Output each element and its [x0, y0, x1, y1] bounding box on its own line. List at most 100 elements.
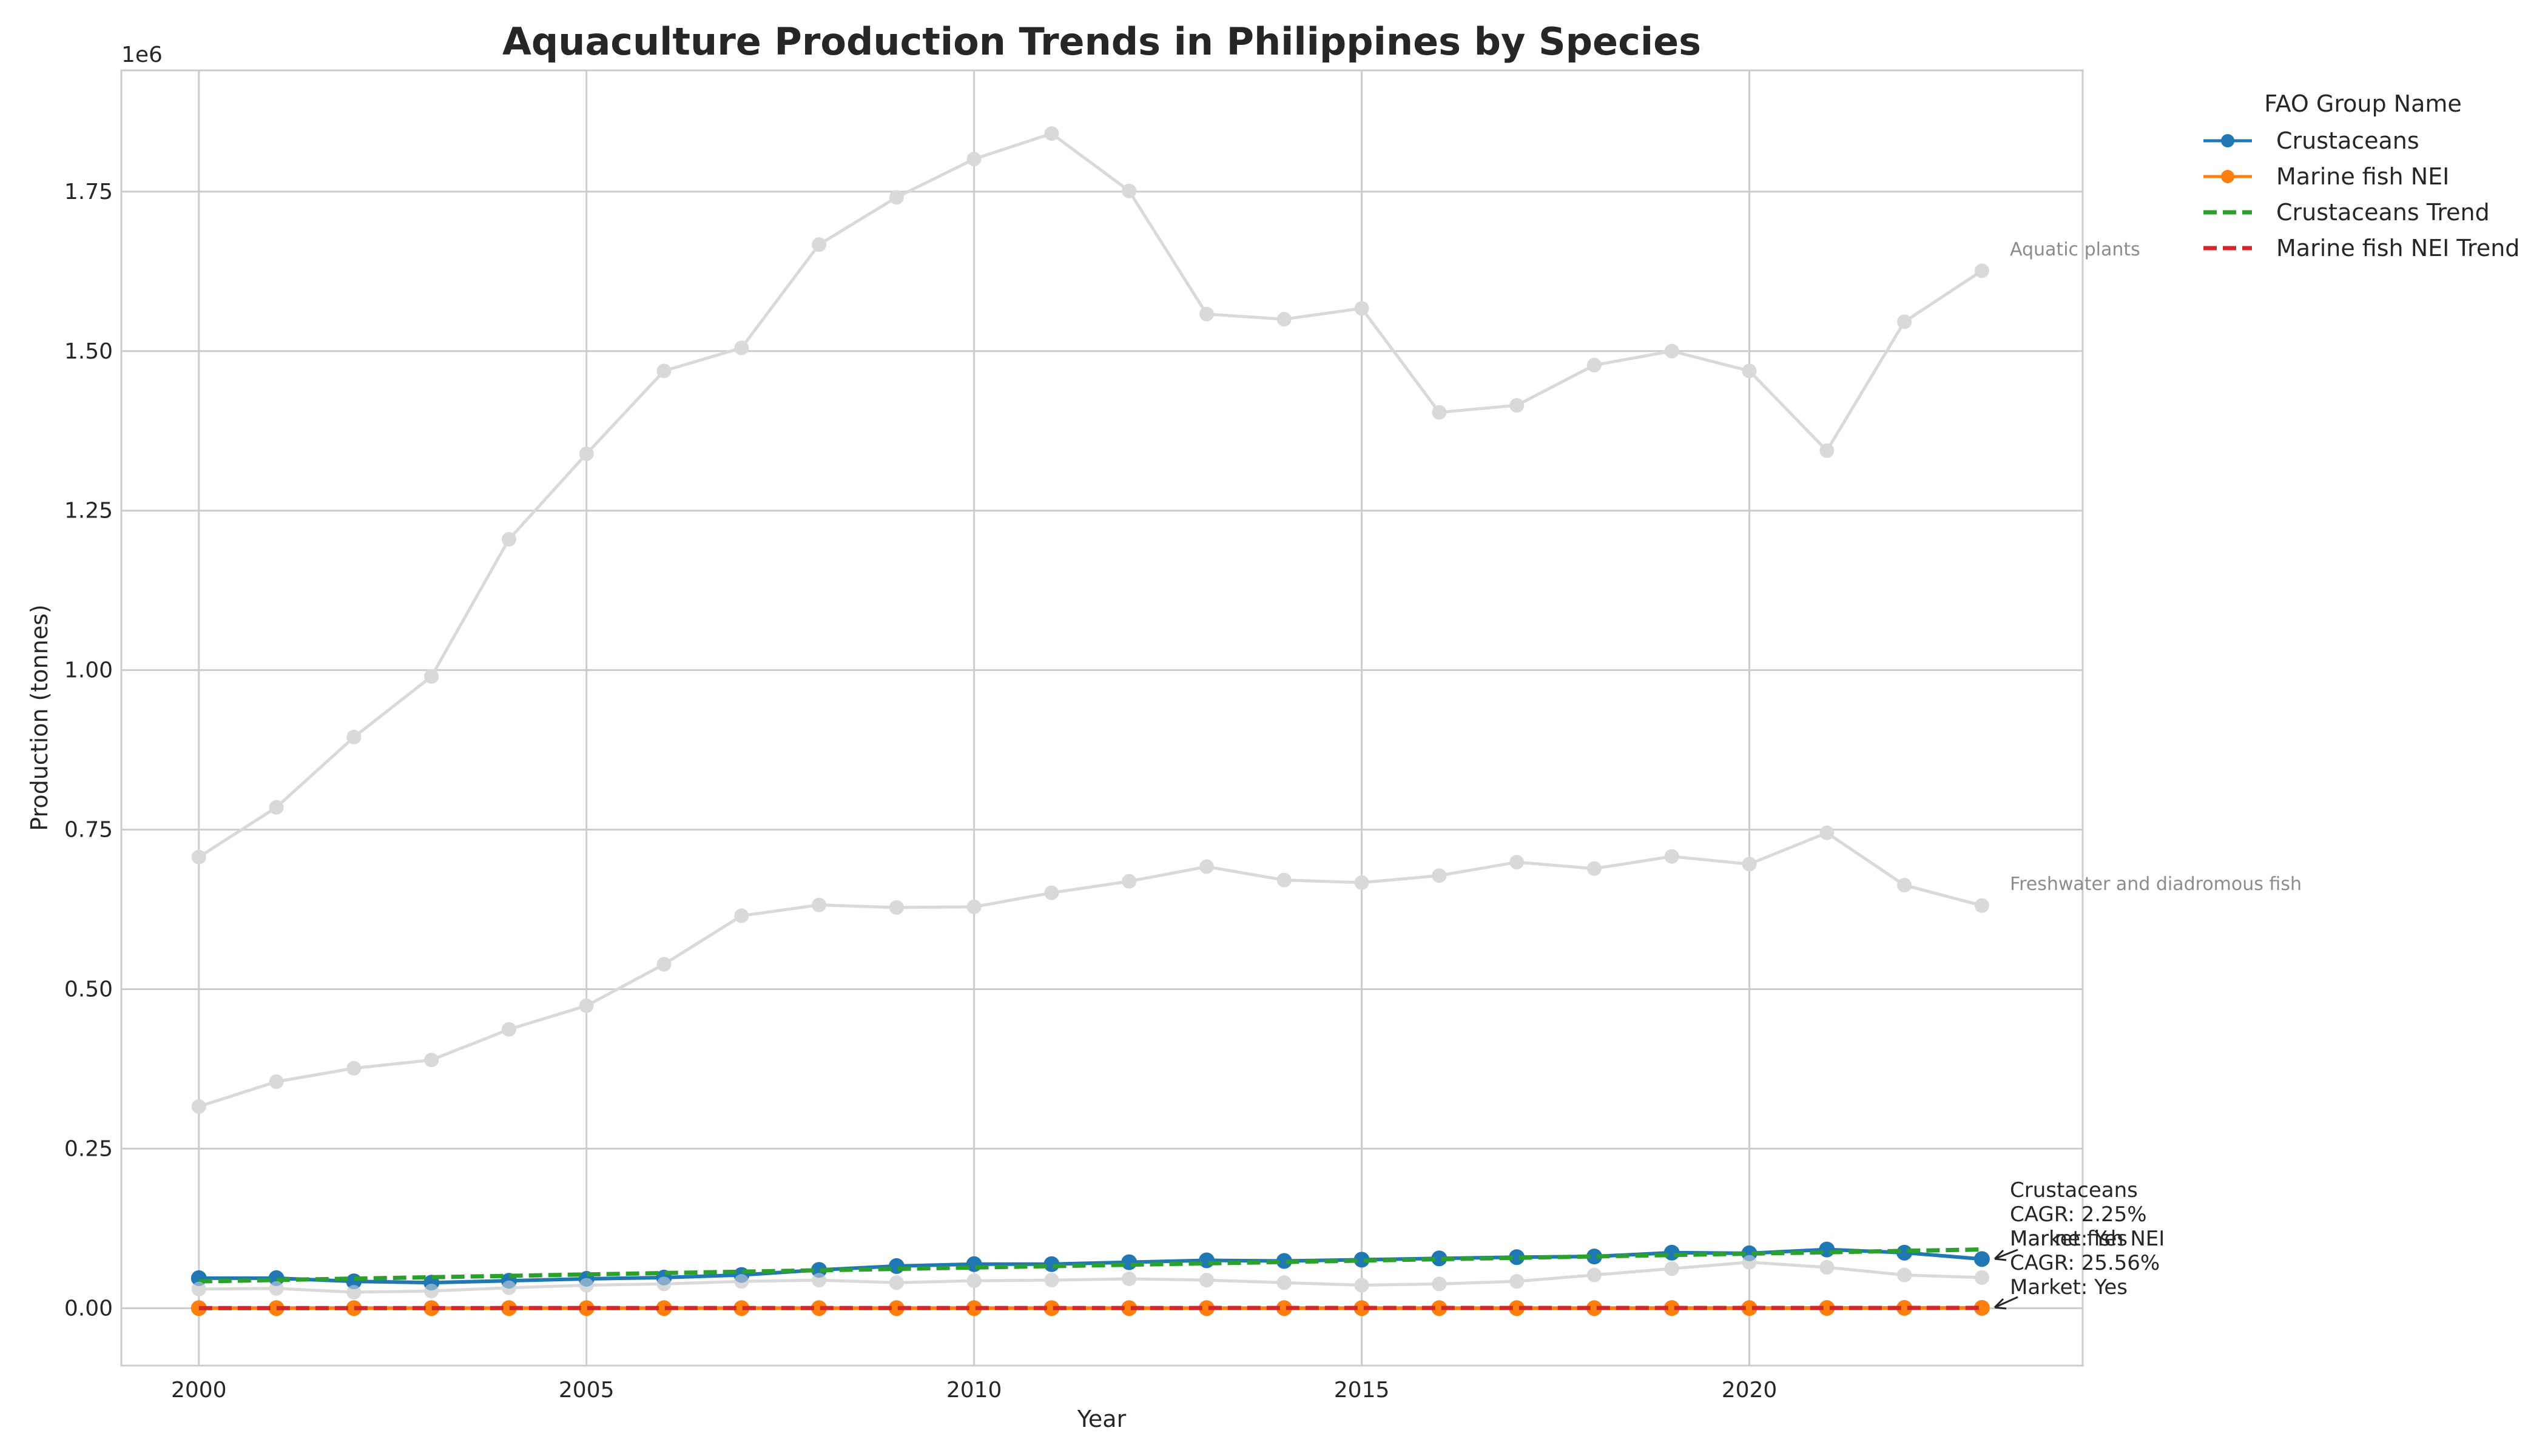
bg-point-freshwater-and-diadromous-fish-2001: [269, 1074, 284, 1089]
annotation-marine-market: Market: Yes: [2010, 1275, 2128, 1299]
bg-point-freshwater-and-diadromous-fish-2012: [1122, 874, 1137, 889]
point-marine-fish-nei-2016: [1431, 1300, 1448, 1316]
bg-overlay-point-other-2-2022: [1897, 1267, 1912, 1282]
trend-lines: [191, 1247, 1989, 1310]
bg-point-freshwater-and-diadromous-fish-2017: [1509, 855, 1525, 870]
bg-overlay-point-other-2-2007: [734, 1274, 749, 1289]
bg-point-freshwater-and-diadromous-fish-2020: [1742, 857, 1757, 872]
annotation-marine-name: Marine fish NEI: [2010, 1227, 2165, 1251]
bg-point-aquatic-plants-2000: [191, 849, 206, 864]
bg-point-aquatic-plants-2012: [1122, 183, 1137, 198]
bg-point-aquatic-plants-2005: [579, 447, 594, 462]
bg-point-aquatic-plants-2016: [1432, 405, 1447, 420]
x-tick-label-2005: 2005: [559, 1378, 615, 1403]
annotation-aquatic-plants: Aquatic plants: [2010, 239, 2140, 260]
bg-point-freshwater-and-diadromous-fish-2011: [1044, 885, 1059, 900]
legend: FAO Group Name Crustaceans Marine fish N…: [2203, 90, 2519, 261]
bg-point-aquatic-plants-2014: [1276, 312, 1292, 327]
bg-point-freshwater-and-diadromous-fish-2013: [1199, 859, 1215, 874]
bg-overlay-point-other-2-2008: [812, 1273, 827, 1288]
bg-point-aquatic-plants-2002: [346, 730, 362, 745]
point-marine-fish-nei-2014: [1276, 1300, 1292, 1316]
point-marine-fish-nei-2013: [1199, 1300, 1215, 1316]
bg-point-aquatic-plants-2006: [656, 363, 672, 379]
legend-title: FAO Group Name: [2264, 90, 2462, 117]
bg-point-aquatic-plants-2010: [966, 152, 982, 167]
y-tick-label-1: 0.25: [64, 1136, 113, 1161]
point-crustaceans-2013: [1199, 1252, 1215, 1269]
bg-overlay-point-other-2-2011: [1044, 1273, 1059, 1288]
point-crustaceans-2017: [1509, 1249, 1525, 1266]
y-axis-label: Production (tonnes): [26, 604, 53, 831]
bg-point-aquatic-plants-2011: [1044, 126, 1059, 141]
bg-overlay-point-other-2-2002: [346, 1285, 362, 1300]
legend-label-marine-fish-trend: Marine fish NEI Trend: [2276, 235, 2519, 261]
legend-label-crustaceans: Crustaceans: [2276, 127, 2419, 154]
point-crustaceans-2001: [268, 1270, 285, 1286]
bg-overlay-point-other-2-2001: [269, 1281, 284, 1296]
bg-point-freshwater-and-diadromous-fish-2003: [424, 1053, 439, 1068]
point-crustaceans-2018: [1586, 1249, 1602, 1265]
point-marine-fish-nei-2022: [1896, 1299, 1913, 1316]
bg-overlay-point-other-2-2012: [1122, 1271, 1137, 1286]
point-crustaceans-2008: [811, 1262, 827, 1278]
point-marine-fish-nei-2023: [1973, 1299, 1990, 1316]
bg-point-aquatic-plants-2021: [1819, 443, 1835, 458]
point-crustaceans-2019: [1663, 1244, 1680, 1261]
bg-point-aquatic-plants-2022: [1897, 314, 1912, 329]
y-scale-note: 1e6: [121, 42, 163, 67]
bg-point-freshwater-and-diadromous-fish-2007: [734, 908, 749, 923]
point-marine-fish-nei-2006: [656, 1300, 672, 1316]
bg-overlay-point-other-2-2004: [501, 1280, 516, 1295]
point-crustaceans-2015: [1353, 1252, 1370, 1268]
bg-point-aquatic-plants-2007: [734, 340, 749, 356]
bg-point-freshwater-and-diadromous-fish-2021: [1819, 825, 1835, 840]
point-crustaceans-2014: [1276, 1253, 1292, 1269]
bg-overlay-point-other-2-2009: [889, 1275, 904, 1290]
bg-overlay-point-other-2-2015: [1354, 1278, 1369, 1293]
point-marine-fish-nei-2005: [578, 1300, 595, 1316]
annotation-crustaceans-name: Crustaceans: [2010, 1178, 2138, 1202]
chart-title: Aquaculture Production Trends in Philipp…: [502, 19, 1701, 64]
bg-overlay-point-other-2-2014: [1276, 1275, 1292, 1290]
bg-point-freshwater-and-diadromous-fish-2023: [1974, 898, 1989, 913]
point-marine-fish-nei-2003: [423, 1300, 440, 1316]
annotation-arrow-marine: [1994, 1296, 2018, 1309]
bg-overlay-point-other-2-2018: [1586, 1267, 1602, 1282]
bg-point-aquatic-plants-2017: [1509, 398, 1525, 413]
legend-label-marine-fish: Marine fish NEI: [2276, 163, 2449, 190]
bg-overlay-point-other-2-2005: [579, 1278, 594, 1293]
point-marine-fish-nei-2018: [1586, 1300, 1602, 1316]
point-crustaceans-2021: [1819, 1241, 1835, 1258]
y-tick-label-3: 0.75: [64, 818, 113, 843]
bg-point-freshwater-and-diadromous-fish-2002: [346, 1060, 362, 1076]
bg-point-aquatic-plants-2009: [889, 190, 904, 205]
bg-point-aquatic-plants-2020: [1742, 363, 1757, 379]
point-marine-fish-nei-2002: [346, 1300, 362, 1316]
point-marine-fish-nei-2009: [888, 1300, 905, 1316]
point-marine-fish-nei-2012: [1121, 1300, 1138, 1316]
bg-point-aquatic-plants-2015: [1354, 301, 1369, 316]
bg-point-aquatic-plants-2013: [1199, 306, 1215, 322]
legend-marker-crustaceans: [2221, 134, 2234, 147]
bg-point-freshwater-and-diadromous-fish-2014: [1276, 872, 1292, 888]
annotation-arrow-crustaceans: [1994, 1249, 2018, 1260]
trend-crustaceans-trend: [198, 1247, 1982, 1284]
bg-point-freshwater-and-diadromous-fish-2004: [501, 1022, 516, 1037]
bg-point-aquatic-plants-2001: [269, 800, 284, 815]
y-tick-label-5: 1.25: [64, 499, 113, 524]
bg-point-freshwater-and-diadromous-fish-2008: [812, 897, 827, 912]
bg-point-aquatic-plants-2008: [812, 237, 827, 252]
point-crustaceans-2023: [1973, 1251, 1990, 1267]
bg-point-aquatic-plants-2019: [1664, 343, 1679, 359]
bg-point-freshwater-and-diadromous-fish-2006: [656, 957, 672, 972]
bg-point-freshwater-and-diadromous-fish-2019: [1664, 849, 1679, 864]
bg-point-freshwater-and-diadromous-fish-2018: [1586, 861, 1602, 876]
annotation-marine-cagr: CAGR: 25.56%: [2010, 1251, 2160, 1275]
point-marine-fish-nei-2001: [268, 1300, 285, 1316]
bg-overlay-point-other-2-2019: [1664, 1261, 1679, 1276]
point-marine-fish-nei-2017: [1509, 1300, 1525, 1316]
bg-point-aquatic-plants-2004: [501, 532, 516, 547]
x-axis-label: Year: [1077, 1406, 1127, 1432]
bg-overlay-point-other-2-2021: [1819, 1260, 1835, 1275]
